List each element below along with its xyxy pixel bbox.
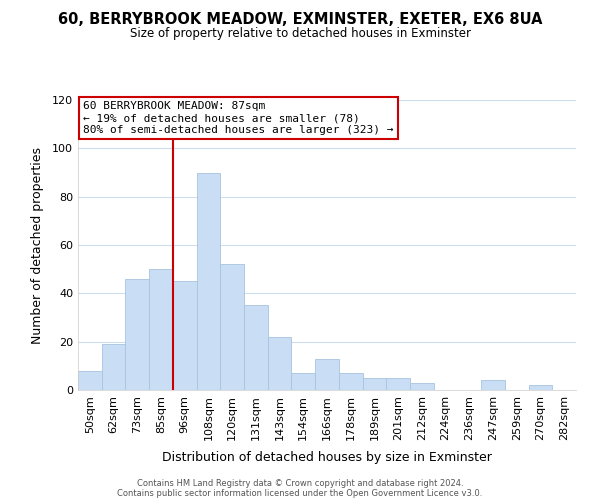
Bar [149, 269, 173, 390]
Text: 60, BERRYBROOK MEADOW, EXMINSTER, EXETER, EX6 8UA: 60, BERRYBROOK MEADOW, EXMINSTER, EXETER… [58, 12, 542, 28]
Y-axis label: Number of detached properties: Number of detached properties [31, 146, 44, 344]
Bar [386, 378, 410, 390]
Bar [481, 380, 505, 390]
Text: 60 BERRYBROOK MEADOW: 87sqm
← 19% of detached houses are smaller (78)
80% of sem: 60 BERRYBROOK MEADOW: 87sqm ← 19% of det… [83, 102, 394, 134]
X-axis label: Distribution of detached houses by size in Exminster: Distribution of detached houses by size … [162, 451, 492, 464]
Bar [78, 370, 102, 390]
Bar [220, 264, 244, 390]
Bar [197, 172, 220, 390]
Bar [244, 306, 268, 390]
Text: Contains public sector information licensed under the Open Government Licence v3: Contains public sector information licen… [118, 488, 482, 498]
Bar [102, 344, 125, 390]
Bar [339, 373, 362, 390]
Text: Contains HM Land Registry data © Crown copyright and database right 2024.: Contains HM Land Registry data © Crown c… [137, 478, 463, 488]
Bar [292, 373, 315, 390]
Bar [362, 378, 386, 390]
Bar [315, 358, 339, 390]
Bar [173, 281, 197, 390]
Bar [529, 385, 552, 390]
Bar [268, 337, 292, 390]
Bar [125, 279, 149, 390]
Bar [410, 383, 434, 390]
Text: Size of property relative to detached houses in Exminster: Size of property relative to detached ho… [130, 28, 470, 40]
